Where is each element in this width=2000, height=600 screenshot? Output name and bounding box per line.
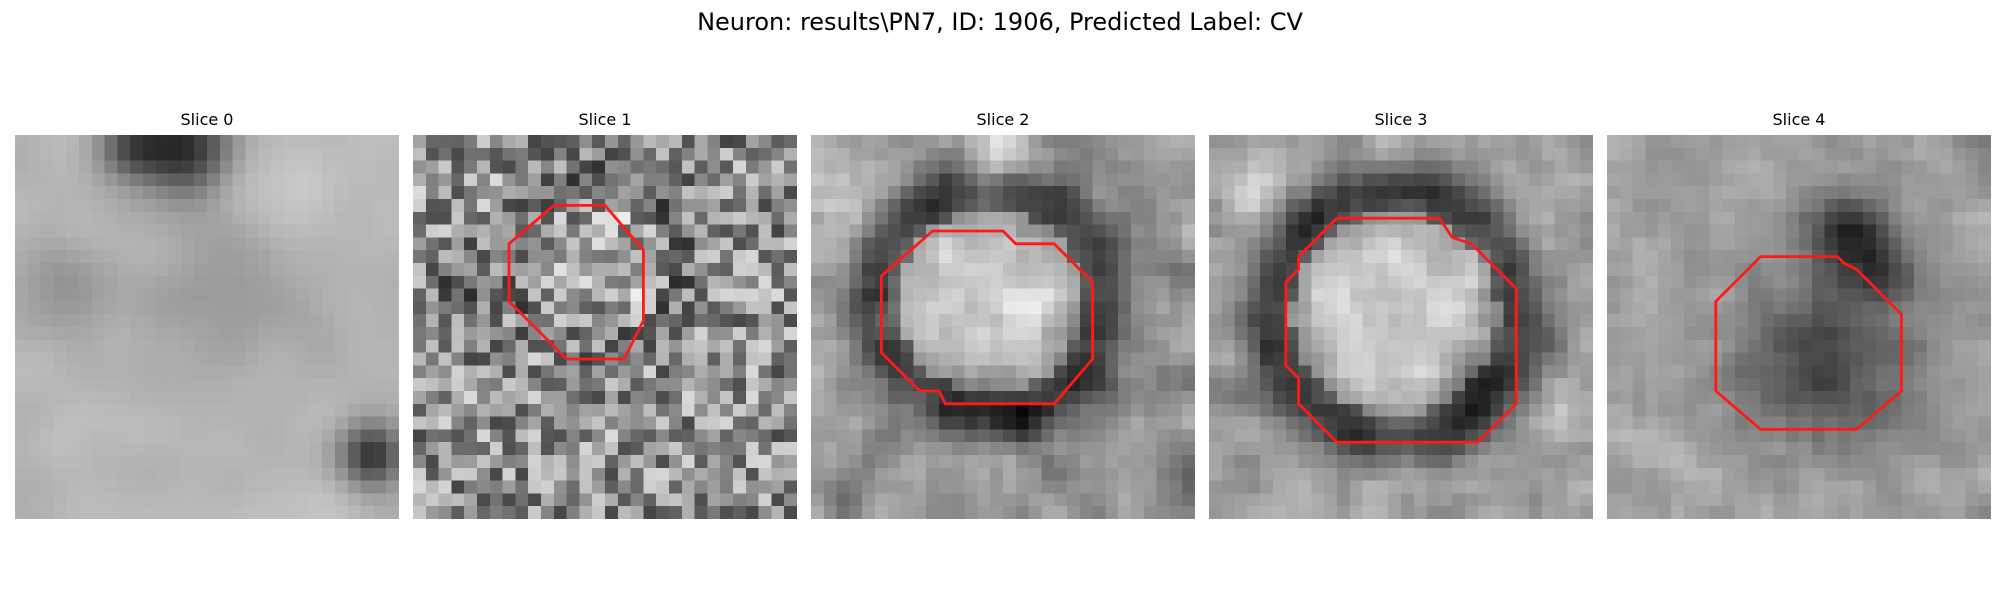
slice-panel-3: Slice 3 [1209,108,1593,519]
vesicle-contour [879,229,1095,406]
slice-image-3 [1209,135,1593,519]
slice-image-2 [811,135,1195,519]
slice-panel-2: Slice 2 [811,108,1195,519]
slice-title-4: Slice 4 [1772,110,1826,129]
slice-title-3: Slice 3 [1374,110,1428,129]
figure-title: Neuron: results\PN7, ID: 1906, Predicted… [697,8,1303,36]
vesicle-contour [507,203,645,361]
slice-panel-1: Slice 1 [413,108,797,519]
slice-panel-4: Slice 4 [1607,108,1991,519]
slice-image-4 [1607,135,1991,519]
slice-title-2: Slice 2 [976,110,1030,129]
vesicle-contour [1714,255,1903,431]
slice-title-0: Slice 0 [180,110,234,129]
slice-image-1 [413,135,797,519]
vesicle-contour [1284,216,1518,444]
slice-title-1: Slice 1 [578,110,632,129]
slice-image-0 [15,135,399,519]
slice-panel-0: Slice 0 [15,108,399,519]
